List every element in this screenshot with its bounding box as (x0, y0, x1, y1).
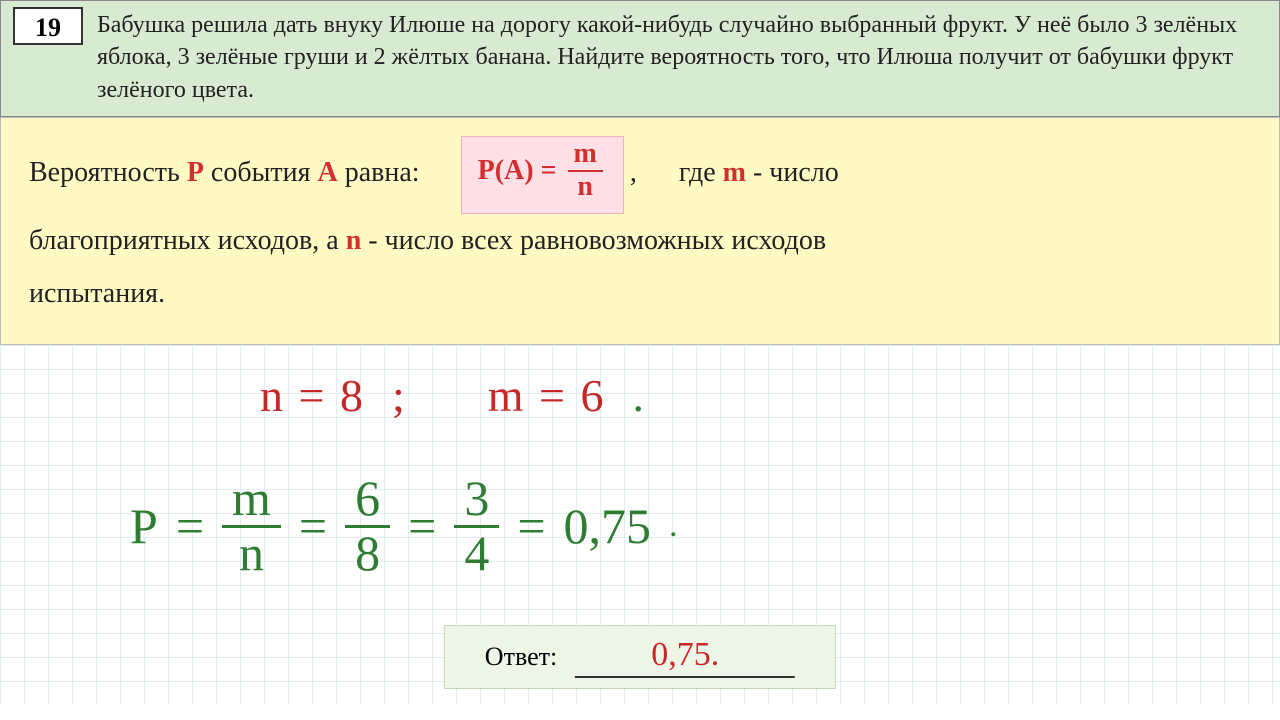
problem-number: 19 (13, 7, 83, 45)
text: , где (630, 157, 723, 188)
answer-label: Ответ: (485, 642, 557, 672)
n-expr: n = 8 (260, 370, 365, 421)
text: - число всех равновозможных исходов (361, 225, 826, 256)
num: m (222, 475, 281, 528)
var-n: n (346, 225, 362, 256)
var-P: Р (187, 157, 204, 188)
text: Вероятность (29, 157, 187, 188)
num: 6 (345, 475, 390, 528)
P: P (130, 497, 158, 555)
var-m: m (723, 157, 746, 188)
theory-line-1: Вероятность Р события А равна: P(A) = mn… (29, 136, 1251, 214)
theory-line-3: испытания. (29, 267, 1251, 320)
sep: ; (392, 370, 407, 421)
eq: = (408, 497, 436, 555)
frac-34: 3 4 (454, 475, 499, 577)
nm-values: n = 8 ; m = 6 . (260, 369, 646, 422)
num: 3 (454, 475, 499, 528)
fraction-mn: mn (568, 139, 603, 203)
formula-lhs: P(A) = (478, 155, 564, 186)
eq: = (517, 497, 545, 555)
frac-num: m (568, 139, 603, 172)
text: - число (746, 157, 839, 188)
var-A: А (318, 157, 338, 188)
theory-box: Вероятность Р события А равна: P(A) = mn… (0, 117, 1280, 345)
work-area: n = 8 ; m = 6 . P = m n = 6 8 = 3 4 = (0, 345, 1280, 705)
result: 0,75 (564, 497, 652, 555)
dot: . (669, 507, 678, 545)
problem-text: Бабушка решила дать внуку Илюше на дорог… (91, 1, 1279, 116)
eq: = (299, 497, 327, 555)
m-expr: m = 6 (488, 370, 606, 421)
theory-line-2: благоприятных исходов, а n - число всех … (29, 214, 1251, 267)
problem-header: 19 Бабушка решила дать внуку Илюше на до… (0, 0, 1280, 117)
frac-den: n (571, 172, 599, 203)
frac-68: 6 8 (345, 475, 390, 577)
formula-highlight: P(A) = mn (461, 136, 624, 214)
page: 19 Бабушка решила дать внуку Илюше на до… (0, 0, 1280, 720)
den: 8 (345, 528, 390, 578)
answer-value: 0,75. (575, 636, 795, 678)
text: события (204, 157, 318, 188)
answer-box: Ответ: 0,75. (444, 625, 836, 689)
den: 4 (454, 528, 499, 578)
dot: . (632, 370, 646, 421)
frac-mn: m n (222, 475, 281, 577)
text: равна: (338, 157, 420, 188)
p-equation: P = m n = 6 8 = 3 4 = 0,75 . (130, 475, 678, 577)
text: благоприятных исходов, а (29, 225, 346, 256)
eq: = (176, 497, 204, 555)
den: n (229, 528, 274, 578)
